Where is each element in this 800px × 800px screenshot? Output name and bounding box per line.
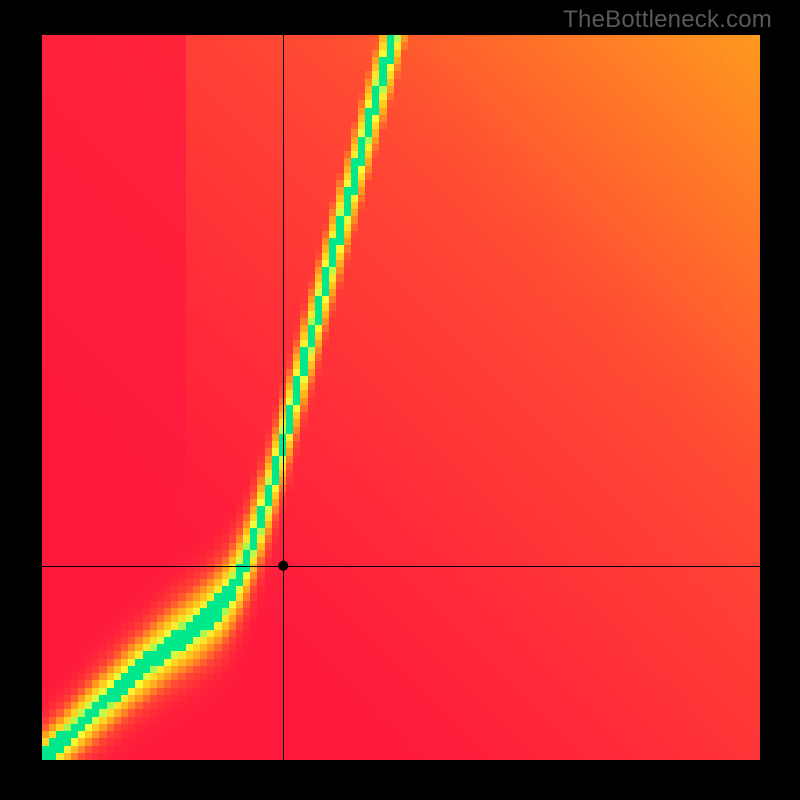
watermark-text: TheBottleneck.com [563, 6, 772, 34]
bottleneck-heatmap [42, 35, 760, 760]
chart-container: TheBottleneck.com [0, 0, 800, 800]
